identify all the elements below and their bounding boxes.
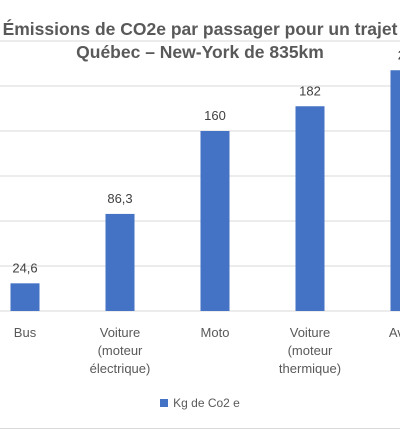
bar-3: [295, 106, 325, 311]
legend: Kg de Co2 e: [0, 396, 400, 410]
value-label-1: 86,3: [107, 191, 132, 206]
chart-title-line-1: Émissions de CO2e par passager pour un t…: [2, 19, 398, 39]
category-label-4: Avion: [389, 325, 400, 340]
value-label-2: 160: [204, 108, 226, 123]
value-labels: 24,6 86,3 160 182 21: [12, 47, 400, 275]
value-label-0: 24,6: [12, 260, 37, 275]
category-label-0: Bus: [14, 325, 37, 340]
value-label-4: 21: [398, 47, 400, 62]
bar-1: [105, 213, 135, 311]
category-label-3: Voiture (moteur thermique): [279, 325, 341, 376]
bar-2: [200, 131, 230, 311]
bar-4: [390, 70, 400, 311]
value-label-3: 182: [299, 83, 321, 98]
gridlines: [0, 40, 400, 312]
bars: [10, 70, 400, 311]
category-labels: Bus Voiture (moteur électrique) Moto Voiture(…: [14, 325, 400, 376]
bar-0: [10, 283, 40, 311]
legend-swatch: [160, 399, 169, 407]
legend-label: Kg de Co2 e: [173, 396, 240, 410]
chart-title: Émissions de CO2e par passager pour un t…: [0, 18, 400, 64]
category-label-1: Voiture (moteur électrique): [90, 325, 151, 376]
category-label-2: Moto: [201, 325, 230, 340]
chart-title-line-2: Québec – New-York de 835km: [76, 42, 324, 62]
bottom-border: [0, 428, 400, 429]
